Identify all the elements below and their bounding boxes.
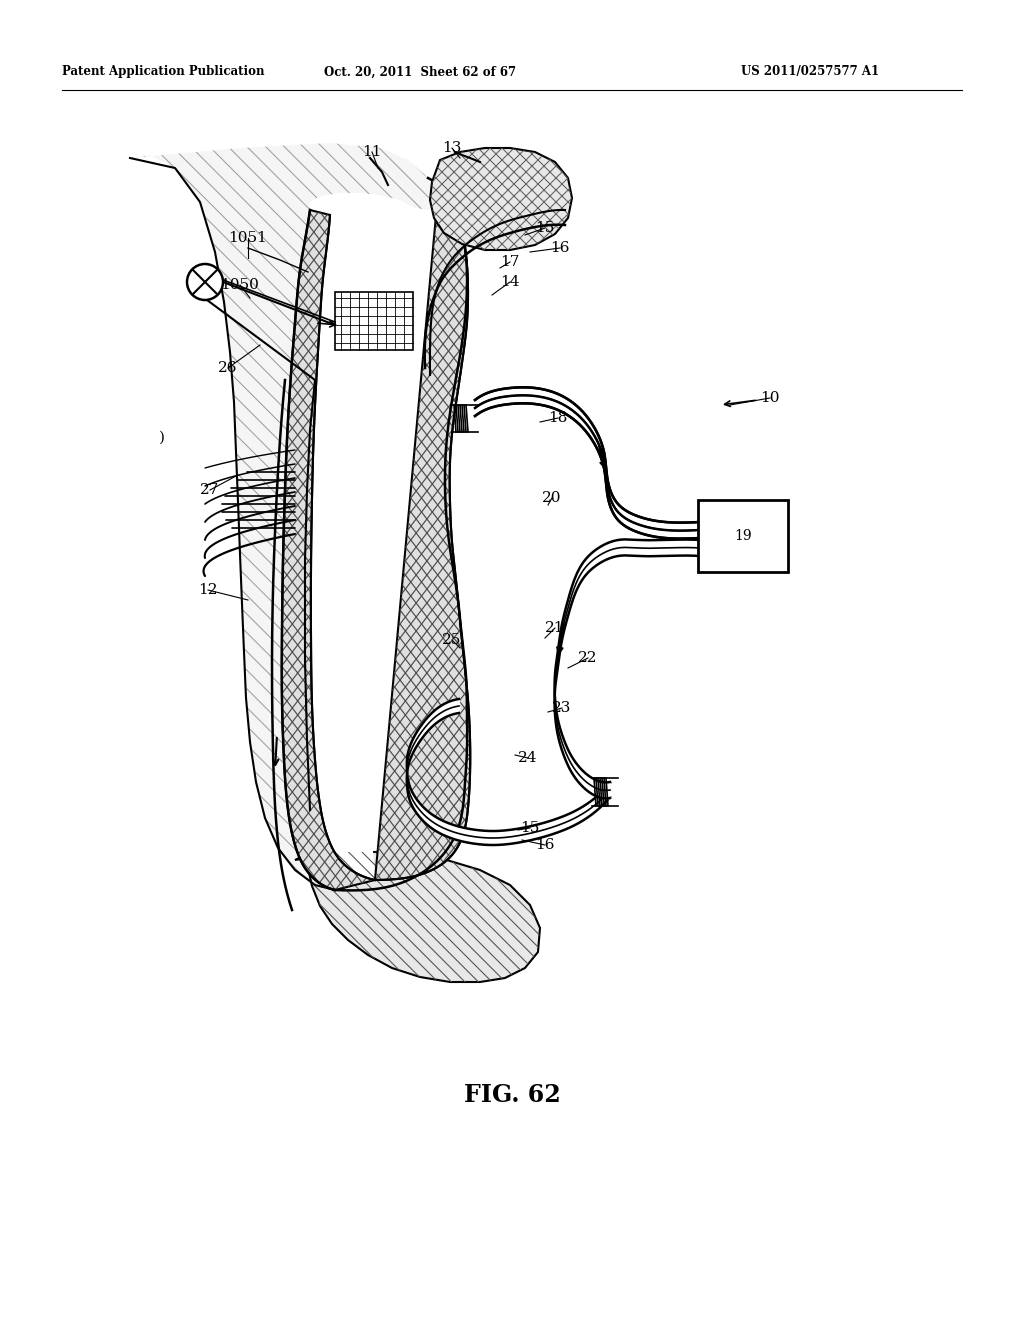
Text: 25: 25 <box>442 634 462 647</box>
Text: 16: 16 <box>550 242 569 255</box>
Text: 10: 10 <box>760 391 779 405</box>
Text: 12: 12 <box>199 583 218 597</box>
Text: 13: 13 <box>442 141 462 154</box>
Text: ): ) <box>159 432 165 445</box>
Bar <box>335 292 413 350</box>
Text: 11: 11 <box>362 145 382 158</box>
Text: Patent Application Publication: Patent Application Publication <box>62 66 264 78</box>
Polygon shape <box>130 143 435 890</box>
Text: 23: 23 <box>552 701 571 715</box>
Text: 19: 19 <box>734 529 752 543</box>
Bar <box>698 500 788 572</box>
Text: 27: 27 <box>201 483 220 498</box>
Text: 1050: 1050 <box>220 279 259 292</box>
Text: 22: 22 <box>579 651 598 665</box>
Text: 18: 18 <box>548 411 567 425</box>
Text: 24: 24 <box>518 751 538 766</box>
Polygon shape <box>282 194 470 890</box>
Text: 26: 26 <box>218 360 238 375</box>
Text: 14: 14 <box>501 275 520 289</box>
Text: 1051: 1051 <box>228 231 267 246</box>
Text: Oct. 20, 2011  Sheet 62 of 67: Oct. 20, 2011 Sheet 62 of 67 <box>324 66 516 78</box>
Text: 16: 16 <box>536 838 555 851</box>
Polygon shape <box>295 851 540 982</box>
Text: 17: 17 <box>501 255 520 269</box>
Text: 15: 15 <box>520 821 540 836</box>
Circle shape <box>187 264 223 300</box>
Text: 21: 21 <box>545 620 565 635</box>
Text: US 2011/0257577 A1: US 2011/0257577 A1 <box>741 66 879 78</box>
Text: 15: 15 <box>536 220 555 235</box>
Text: 20: 20 <box>543 491 562 506</box>
Polygon shape <box>311 194 470 880</box>
Polygon shape <box>430 148 572 249</box>
Text: FIG. 62: FIG. 62 <box>464 1082 560 1107</box>
